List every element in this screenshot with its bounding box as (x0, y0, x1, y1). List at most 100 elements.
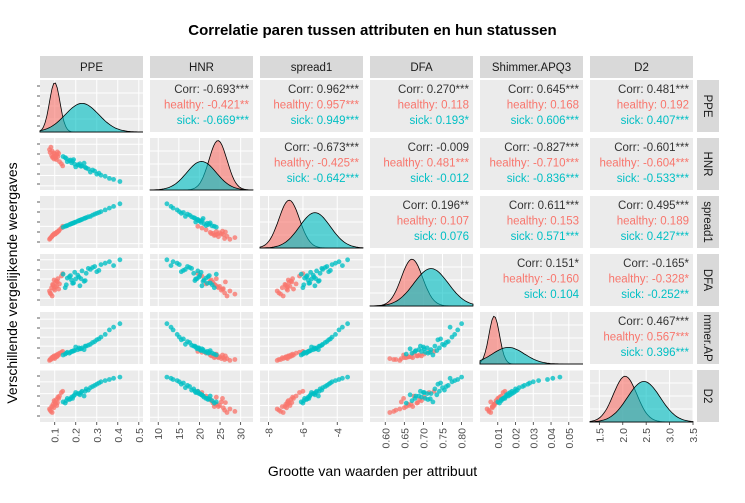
x-tick-label: 0.70 (418, 428, 430, 449)
scatter-point-healthy (227, 358, 233, 363)
x-tick-label: 25 (215, 428, 227, 440)
scatter-point-sick (98, 262, 104, 267)
scatter-point-sick (206, 349, 212, 355)
chart-title: Correlatie paren tussen attributen en hu… (188, 22, 557, 39)
density-sick (369, 268, 474, 307)
density-sick (259, 212, 364, 249)
corr-healthy-label: healthy: -0.425** (274, 158, 360, 170)
scatter-point-sick (181, 268, 186, 273)
scatter-point-sick (185, 211, 190, 217)
scatter-point-healthy (223, 400, 228, 405)
density-sick (589, 381, 694, 423)
scatter-point-sick (314, 268, 319, 274)
strip-top-bg (150, 56, 253, 78)
scatter-point-sick (304, 273, 310, 278)
corr-healthy-label: healthy: 0.481*** (383, 158, 469, 170)
scatter-point-healthy (289, 279, 295, 285)
scatter-point-healthy (401, 396, 406, 401)
x-tick-label: -8 (264, 428, 276, 437)
scatter-point-healthy (227, 406, 233, 412)
scatter-point-sick (213, 271, 219, 277)
corr-healthy-label: healthy: 0.957*** (273, 100, 359, 112)
corr-total-label: Corr: 0.151* (517, 258, 580, 270)
scatter-point-sick (111, 375, 116, 381)
scatter-point-sick (198, 392, 204, 398)
x-tick-label: 0.2 (71, 428, 83, 443)
scatter-point-healthy (285, 277, 291, 283)
scatter-point-sick (213, 352, 219, 358)
scatter-point-healthy (278, 409, 283, 414)
x-tick-label: 0.1 (50, 428, 62, 443)
scatter-point-sick (306, 280, 312, 286)
scatter-point-sick (82, 164, 88, 170)
panel-background (40, 370, 143, 422)
scatter-point-sick (447, 375, 453, 381)
scatter-point-sick (72, 348, 78, 353)
strip-top-label: DFA (410, 62, 433, 74)
scatter-point-healthy (220, 286, 225, 292)
x-tick-label: 0.05 (564, 428, 576, 449)
scatter-point-sick (200, 216, 206, 221)
scatter-point-healthy (401, 405, 407, 411)
scatter-point-sick (107, 259, 112, 265)
scatter-point-sick (78, 390, 84, 395)
scatter-point-healthy (52, 284, 58, 290)
scatter-point-healthy (398, 399, 404, 405)
scatter-point-healthy (213, 276, 219, 282)
scatter-point-healthy (419, 353, 424, 359)
scatter-point-sick (174, 378, 180, 383)
scatter-point-sick (83, 270, 89, 276)
scatter-point-sick (92, 339, 98, 344)
scatter-point-sick (102, 378, 108, 383)
strip-top-label: Shimmer.APQ3 (492, 62, 571, 74)
scatter-point-healthy (391, 357, 397, 362)
corr-healthy-label: healthy: -0.160 (503, 274, 579, 286)
x-tick-label: 3.5 (688, 428, 700, 443)
scatter-point-healthy (55, 400, 60, 405)
scatter-point-sick (78, 217, 84, 223)
scatter-point-healthy (48, 291, 54, 297)
scatter-point-sick (168, 263, 174, 268)
scatter-point-sick (181, 210, 186, 215)
scatter-point-sick (340, 263, 345, 268)
scatter-point-sick (198, 348, 204, 353)
scatter-point-sick (434, 392, 440, 398)
scatter-point-sick (78, 163, 84, 169)
scatter-point-sick (191, 270, 197, 276)
scatter-point-sick (82, 215, 88, 221)
x-tick-label: 1.5 (594, 428, 606, 443)
corr-healthy-label: healthy: -0.328* (608, 274, 689, 286)
strip-top-bg (480, 56, 583, 78)
scatter-point-sick (185, 383, 190, 388)
corr-healthy-label: healthy: 0.192 (617, 100, 689, 112)
scatter-point-sick (206, 396, 212, 402)
strip-top-bg (40, 56, 143, 78)
panel-background (590, 312, 693, 364)
corr-total-label: Corr: -0.165* (623, 258, 689, 270)
scatter-point-sick (333, 332, 338, 337)
corr-sick-label: sick: -0.533*** (617, 173, 690, 185)
scatter-point-sick (507, 390, 513, 395)
corr-total-label: Corr: -0.827*** (504, 142, 579, 154)
scatter-point-healthy (419, 398, 424, 404)
x-tick-label: 3.0 (665, 428, 677, 443)
scatter-point-healthy (410, 404, 416, 409)
scatter-point-sick (434, 348, 440, 353)
scatter-point-sick (181, 380, 186, 386)
scatter-point-sick (445, 383, 451, 388)
scatter-point-healthy (199, 225, 205, 231)
scatter-point-sick (427, 349, 433, 355)
scatter-point-sick (438, 380, 443, 386)
scatter-point-sick (194, 346, 200, 352)
corr-healthy-label: healthy: 0.567*** (603, 332, 689, 344)
scatter-point-sick (96, 380, 102, 386)
scatter-point-healthy (48, 235, 54, 241)
scatter-point-healthy (410, 355, 416, 361)
scatter-point-sick (92, 211, 98, 217)
scatter-point-healthy (274, 288, 280, 294)
scatter-point-sick (319, 266, 325, 271)
scatter-point-sick (164, 257, 170, 263)
scatter-point-healthy (387, 410, 393, 415)
scatter-point-healthy (486, 409, 492, 414)
strip-right-label: mmer.AP (701, 314, 713, 362)
